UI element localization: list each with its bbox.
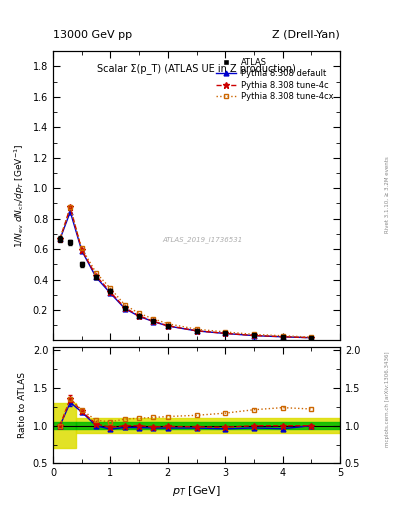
Y-axis label: Ratio to ATLAS: Ratio to ATLAS: [18, 372, 27, 438]
Y-axis label: $1/N_\mathrm{ev}\ dN_\mathrm{ch}/dp_T\ [\mathrm{GeV}^{-1}]$: $1/N_\mathrm{ev}\ dN_\mathrm{ch}/dp_T\ […: [13, 144, 27, 248]
Legend: ATLAS, Pythia 8.308 default, Pythia 8.308 tune-4c, Pythia 8.308 tune-4cx: ATLAS, Pythia 8.308 default, Pythia 8.30…: [213, 55, 336, 104]
Text: ATLAS_2019_I1736531: ATLAS_2019_I1736531: [162, 236, 242, 243]
Bar: [53, 403, 76, 449]
Bar: [53, 422, 76, 430]
Text: Scalar Σ(p_T) (ATLAS UE in Z production): Scalar Σ(p_T) (ATLAS UE in Z production): [97, 63, 296, 74]
Bar: [76, 418, 340, 433]
Text: 13000 GeV pp: 13000 GeV pp: [53, 30, 132, 40]
Text: Z (Drell-Yan): Z (Drell-Yan): [272, 30, 340, 40]
Text: Rivet 3.1.10, ≥ 3.2M events: Rivet 3.1.10, ≥ 3.2M events: [385, 156, 389, 233]
X-axis label: $p_T$ [GeV]: $p_T$ [GeV]: [172, 484, 221, 498]
Text: mcplots.cern.ch [arXiv:1306.3436]: mcplots.cern.ch [arXiv:1306.3436]: [385, 352, 389, 447]
Bar: [76, 422, 340, 430]
